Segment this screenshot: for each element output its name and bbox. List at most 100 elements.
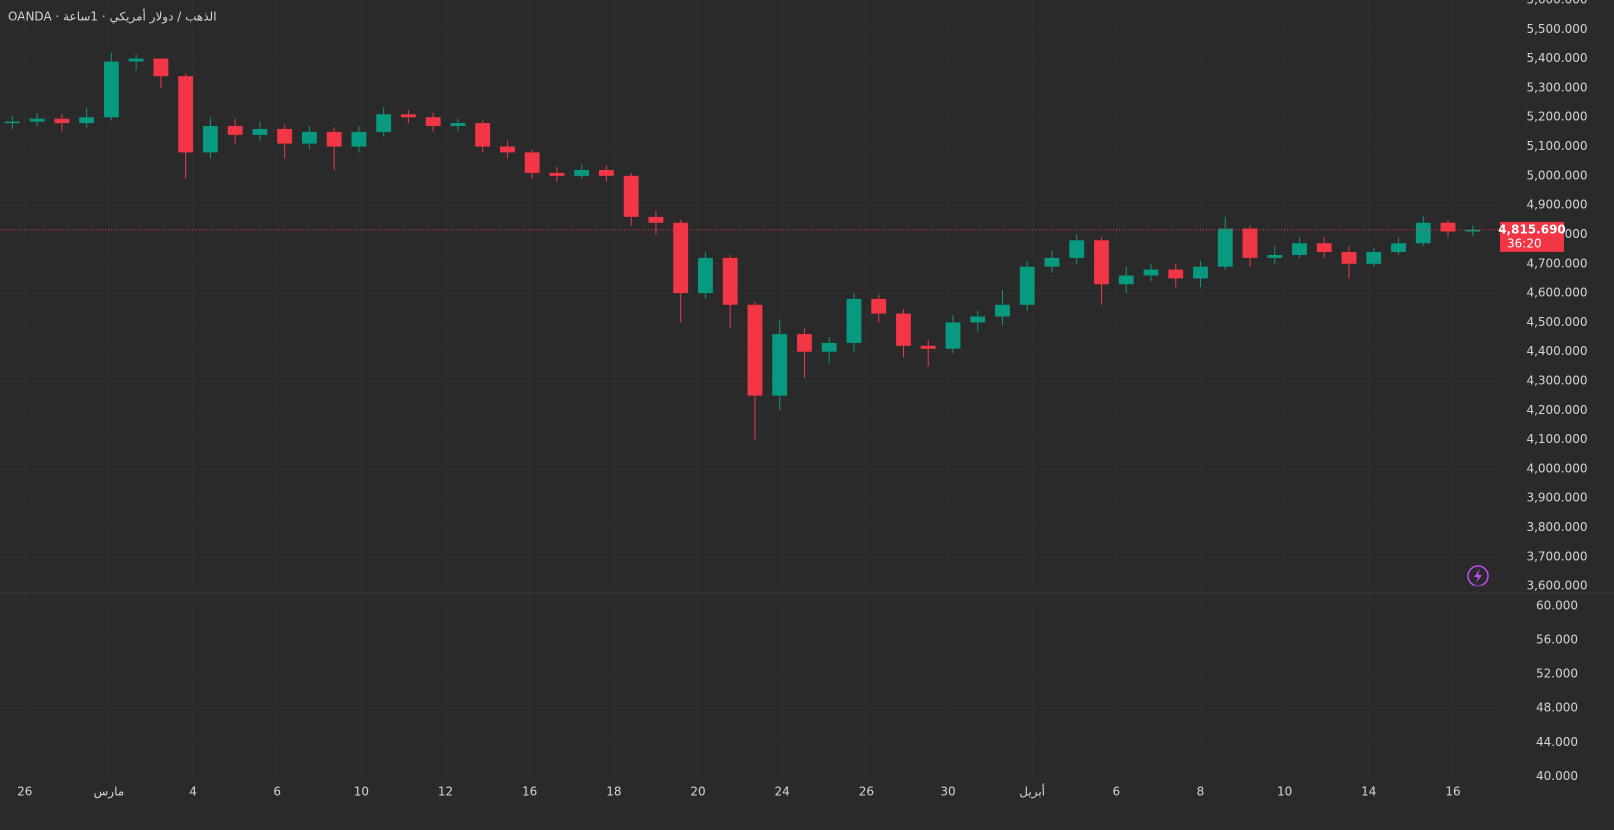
x-tick-label: 6 xyxy=(273,785,281,799)
y-tick-label: 4,900.000 xyxy=(1526,198,1587,212)
y-tick-label: 4,700.000 xyxy=(1526,256,1587,270)
y-tick-label: 40.000 xyxy=(1536,769,1578,783)
y-tick-label: 5,500.000 xyxy=(1526,22,1587,36)
candle-body xyxy=(153,58,169,77)
x-tick-label: 24 xyxy=(775,785,790,799)
y-tick-label: 5,100.000 xyxy=(1526,139,1587,153)
candle-body xyxy=(1242,228,1258,258)
candle-body xyxy=(1019,266,1035,305)
candle-body xyxy=(178,76,194,153)
y-tick-label: 4,500.000 xyxy=(1526,315,1587,329)
candle-body xyxy=(54,118,70,124)
candle-body xyxy=(252,128,268,135)
candle-body xyxy=(1465,229,1481,232)
candle-body xyxy=(79,117,95,124)
x-tick-label: أبريل xyxy=(1019,784,1045,800)
candle-body xyxy=(326,131,342,147)
y-tick-label: 4,600.000 xyxy=(1526,286,1587,300)
last-price-label: 4,815.690 xyxy=(1498,222,1566,236)
y-tick-label: 3,900.000 xyxy=(1526,491,1587,505)
candle-body xyxy=(450,123,466,127)
candle-body xyxy=(1415,222,1431,244)
candle-body xyxy=(128,58,144,62)
chart-title: OANDA · الذهب / دولار أمريكي · 1ساعة xyxy=(8,9,217,25)
candle-body xyxy=(846,298,862,343)
candle-body xyxy=(722,257,738,305)
candle-body xyxy=(1440,222,1456,232)
candle-body xyxy=(1044,257,1060,267)
x-tick-label: 4 xyxy=(189,785,197,799)
candle-body xyxy=(1168,269,1184,279)
candle-body xyxy=(797,334,812,352)
candle-body xyxy=(896,313,911,346)
candle-body xyxy=(1118,275,1134,285)
candle-body xyxy=(772,334,788,396)
y-tick-label: 4,000.000 xyxy=(1526,461,1587,475)
candle-body xyxy=(574,169,590,176)
y-tick-label: 52.000 xyxy=(1536,667,1578,681)
candle-body xyxy=(1193,266,1208,279)
x-tick-label: 14 xyxy=(1361,785,1376,799)
candle-body xyxy=(351,131,367,147)
candle-body xyxy=(648,216,664,223)
candle-body xyxy=(821,342,837,352)
candle-body xyxy=(1292,243,1307,255)
y-tick-label: 4,300.000 xyxy=(1526,373,1587,387)
candle-body xyxy=(103,61,119,118)
x-tick-label: 16 xyxy=(522,785,537,799)
candle-body xyxy=(1217,228,1233,267)
x-tick-label: 6 xyxy=(1113,785,1121,799)
x-tick-label: 10 xyxy=(354,785,369,799)
x-tick-label: 26 xyxy=(17,785,32,799)
candle-body xyxy=(425,117,441,127)
candle-body xyxy=(920,345,936,349)
candle-body xyxy=(524,152,540,173)
candle-body xyxy=(1341,252,1357,264)
y-tick-label: 3,800.000 xyxy=(1526,520,1587,534)
x-tick-label: مارس xyxy=(94,785,125,800)
y-tick-label: 4,200.000 xyxy=(1526,403,1587,417)
candle-body xyxy=(549,172,565,176)
x-tick-label: 26 xyxy=(859,785,874,799)
candle-body xyxy=(301,131,317,144)
candle-body xyxy=(995,304,1010,317)
y-tick-label: 4,100.000 xyxy=(1526,432,1587,446)
y-tick-label: 5,000.000 xyxy=(1526,168,1587,182)
candle-body xyxy=(4,121,20,124)
candle-body xyxy=(623,175,639,217)
candle-body xyxy=(227,126,243,135)
candle-body xyxy=(747,304,763,396)
y-tick-label: 5,400.000 xyxy=(1526,51,1587,65)
x-tick-label: 16 xyxy=(1445,785,1460,799)
y-tick-label: 48.000 xyxy=(1536,701,1578,715)
y-tick-label: 4,400.000 xyxy=(1526,344,1587,358)
candle-body xyxy=(871,298,887,314)
candle-body xyxy=(698,257,713,294)
candle-body xyxy=(376,114,392,132)
y-tick-label: 60.000 xyxy=(1536,599,1578,613)
candle-body xyxy=(1143,269,1159,276)
x-tick-label: 10 xyxy=(1277,785,1292,799)
candle-body xyxy=(945,322,961,349)
candle-body xyxy=(1069,240,1085,258)
candle-body xyxy=(475,123,491,147)
candle-body xyxy=(202,126,218,153)
x-tick-label: 12 xyxy=(438,785,453,799)
x-tick-label: 18 xyxy=(606,785,621,799)
y-tick-label: 5,600.000 xyxy=(1526,0,1587,7)
y-tick-label: 56.000 xyxy=(1536,633,1578,647)
candle-body xyxy=(1316,243,1332,253)
y-tick-label: 5,200.000 xyxy=(1526,110,1587,124)
candle-body xyxy=(1366,252,1382,264)
y-tick-label: 5,300.000 xyxy=(1526,80,1587,94)
x-tick-label: 20 xyxy=(690,785,705,799)
candle-body xyxy=(970,316,986,323)
candle-body xyxy=(1094,240,1109,285)
last-price-badge xyxy=(1500,221,1564,252)
candle-body xyxy=(1267,254,1283,258)
candle-body xyxy=(1391,243,1406,253)
candle-body xyxy=(673,222,689,294)
y-tick-label: 3,700.000 xyxy=(1526,549,1587,563)
